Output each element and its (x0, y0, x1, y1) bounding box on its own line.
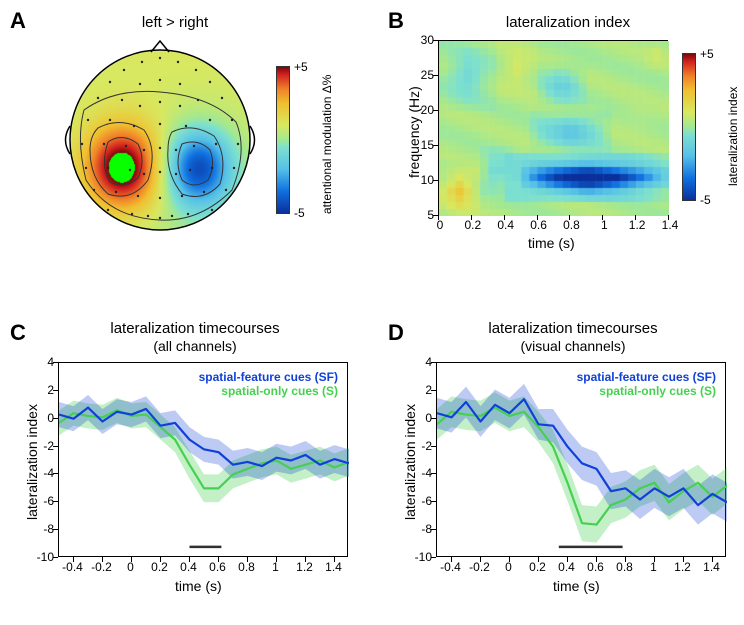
panel-a-cb-title: attentional modulation Δ% (320, 64, 334, 214)
panel-b-cb-top: +5 (700, 47, 714, 61)
panelD-xtick: 1 (640, 560, 668, 574)
panelC-xtick: 0 (117, 560, 145, 574)
panel-c-label: C (10, 320, 26, 346)
panel-b-ytick: 15 (412, 138, 434, 152)
panel-c-ylabel: lateralization index (24, 404, 40, 520)
panelC-xtick: 0.2 (146, 560, 174, 574)
legend-s: spatial-only cues (S) (138, 384, 338, 398)
panel-c-xlabel: time (s) (175, 578, 222, 594)
panel-d-subtitle: (visual channels) (448, 338, 698, 354)
panel-a: A left > right +5 -5 attentional modulat… (10, 8, 370, 268)
panelC-xtick: 1.4 (320, 560, 348, 574)
panelC-xtick: -0.2 (88, 560, 116, 574)
panel-d: D lateralization timecourses (visual cha… (388, 320, 744, 620)
panel-c-title: lateralization timecourses (70, 320, 320, 337)
spectrogram (439, 41, 669, 216)
panel-b-label: B (388, 8, 404, 34)
panel-b-xtick: 0.2 (461, 218, 485, 232)
panel-b-cb-title: lateralization index (726, 46, 740, 186)
panel-b-xtick: 0.8 (559, 218, 583, 232)
panel-b-xlabel: time (s) (528, 235, 575, 251)
panel-a-colorbar (276, 66, 290, 214)
panel-b-ytick: 25 (412, 68, 434, 82)
panelD-xtick: -0.2 (466, 560, 494, 574)
panelD-ytick: 2 (406, 383, 432, 397)
panel-b-xtick: 0.4 (494, 218, 518, 232)
panelC-xtick: 0.6 (204, 560, 232, 574)
panel-b: B lateralization index frequency (Hz) ti… (388, 8, 738, 278)
panelD-xtick: 0.2 (524, 560, 552, 574)
panelC-ytick: 2 (28, 383, 54, 397)
panel-d-xlabel: time (s) (553, 578, 600, 594)
panel-b-ytick: 30 (412, 33, 434, 47)
panelC-xtick: 0.8 (233, 560, 261, 574)
panel-a-cb-top: +5 (294, 60, 308, 74)
legend-sf: spatial-feature cues (SF) (516, 370, 716, 384)
panel-a-cb-bot: -5 (294, 206, 305, 220)
panelC-xtick: 0.4 (175, 560, 203, 574)
panel-b-ytick: 10 (412, 173, 434, 187)
spectrogram-frame (438, 40, 668, 215)
panelC-ytick: 4 (28, 355, 54, 369)
panelD-xtick: 0.8 (611, 560, 639, 574)
panel-b-xtick: 1.2 (625, 218, 649, 232)
panel-a-title: left > right (90, 14, 260, 31)
panelD-xtick: 1.2 (669, 560, 697, 574)
panelD-xtick: -0.4 (437, 560, 465, 574)
panel-d-ylabel: lateralization index (402, 404, 418, 520)
legend-sf: spatial-feature cues (SF) (138, 370, 338, 384)
panelC-xtick: 1 (262, 560, 290, 574)
panelD-xtick: 0.4 (553, 560, 581, 574)
panelD-xtick: 0.6 (582, 560, 610, 574)
panel-a-label: A (10, 8, 26, 34)
panel-c-legend: spatial-feature cues (SF) spatial-only c… (138, 370, 338, 398)
panel-c: C lateralization timecourses (all channe… (10, 320, 370, 620)
panel-b-cb-bot: -5 (700, 193, 711, 207)
panelC-ytick: -10 (28, 550, 54, 564)
panel-b-ylabel: frequency (Hz) (406, 86, 422, 178)
panelD-ytick: -10 (406, 550, 432, 564)
panelC-ytick: -8 (28, 522, 54, 536)
panel-d-legend: spatial-feature cues (SF) spatial-only c… (516, 370, 716, 398)
panel-b-ytick: 5 (412, 208, 434, 222)
panelC-xtick: 1.2 (291, 560, 319, 574)
panelD-ytick: 4 (406, 355, 432, 369)
panel-b-xtick: 1.4 (658, 218, 682, 232)
topomap (60, 40, 260, 240)
panel-b-colorbar (682, 53, 696, 201)
panelD-ytick: -8 (406, 522, 432, 536)
panelD-xtick: 1.4 (698, 560, 726, 574)
panel-b-xtick: 0.6 (527, 218, 551, 232)
panel-c-subtitle: (all channels) (70, 338, 320, 354)
panel-d-title: lateralization timecourses (448, 320, 698, 337)
panelD-xtick: 0 (495, 560, 523, 574)
panel-b-title: lateralization index (468, 14, 668, 31)
legend-s: spatial-only cues (S) (516, 384, 716, 398)
panel-b-ytick: 20 (412, 103, 434, 117)
panelC-xtick: -0.4 (59, 560, 87, 574)
panel-b-xtick: 1 (592, 218, 616, 232)
panel-d-label: D (388, 320, 404, 346)
